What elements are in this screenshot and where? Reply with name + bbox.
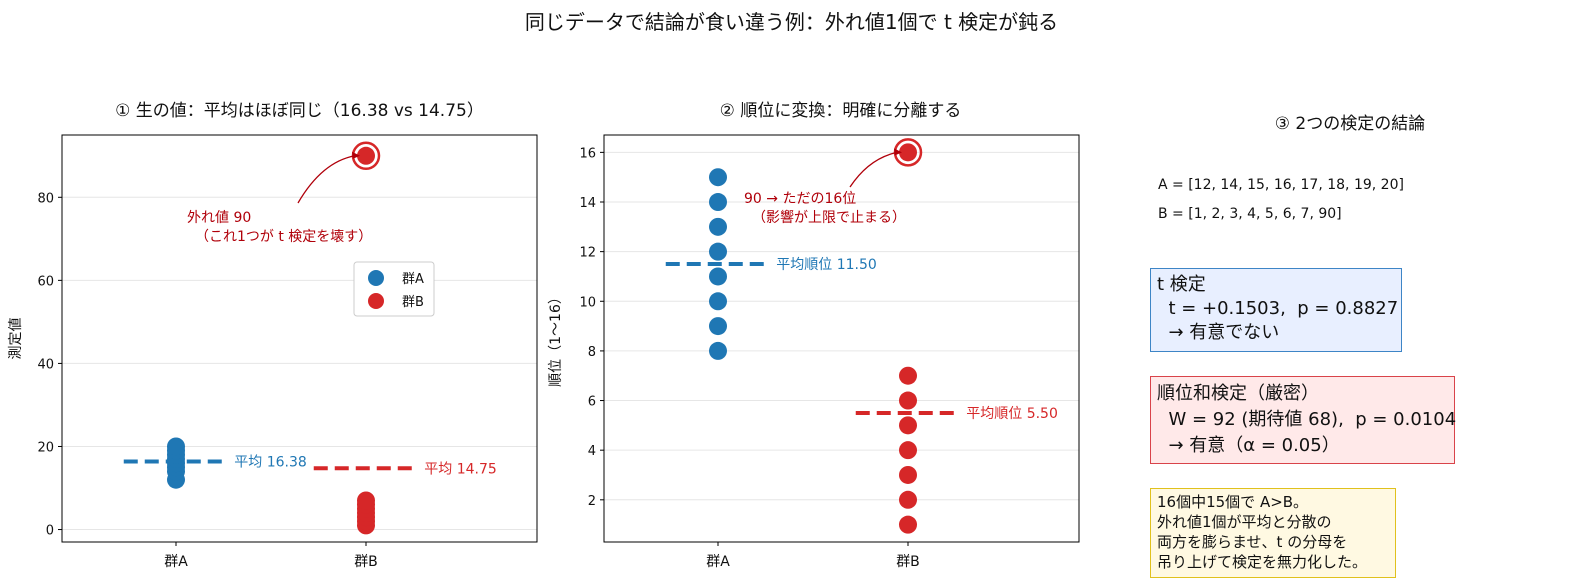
- annotation-text: 外れ値 90: [187, 210, 251, 226]
- annotation-text: 90 → ただの16位: [744, 191, 856, 207]
- y-tick-label: 80: [37, 191, 54, 206]
- y-tick-label: 40: [37, 357, 54, 372]
- y-axis-label: 順位（1〜16）: [548, 290, 564, 387]
- mean-label: 平均順位 5.50: [966, 406, 1058, 422]
- y-tick-label: 16: [579, 146, 596, 161]
- data-b-text: B = [1, 2, 3, 4, 5, 6, 7, 90]: [1158, 206, 1342, 222]
- mean-label: 平均 14.75: [424, 461, 497, 477]
- x-tick-label: 群A: [164, 554, 188, 570]
- chart-ranks: 2 4 6 8 10 12 14 16 群A 群B 順位（1〜16） 平均順位 11.50 平均順位 5…: [548, 134, 1080, 570]
- y-tick-label: 6: [588, 395, 596, 410]
- data-point: [357, 491, 375, 510]
- y-tick-label: 14: [579, 196, 596, 211]
- data-point: [709, 292, 727, 311]
- data-a-text: A = [12, 14, 15, 16, 17, 18, 19, 20]: [1158, 177, 1404, 193]
- t-test-result-box: t 検定 t = +0.1503, p = 0.8827 → 有意でない: [1150, 268, 1402, 352]
- x-tick-label: 群B: [354, 554, 378, 570]
- y-tick-label: 60: [37, 274, 54, 289]
- y-tick-label: 0: [46, 524, 54, 539]
- x-tick-label: 群A: [706, 554, 730, 570]
- y-axis-label: 測定値: [8, 318, 24, 360]
- data-point: [899, 143, 917, 162]
- data-point: [899, 416, 917, 435]
- data-point: [709, 242, 727, 261]
- plot-background: [62, 135, 537, 542]
- legend-marker: [368, 293, 384, 309]
- panel2-title: ② 順位に変換：明確に分離する: [719, 101, 962, 121]
- data-point: [709, 341, 727, 360]
- annotation-arrowhead: [894, 148, 902, 156]
- data-point: [899, 515, 917, 534]
- explanation-note-box: 16個中15個で A>B。 外れ値1個が平均と分散の 両方を膨らませ、t の分母…: [1150, 488, 1396, 578]
- annotation-arrowhead: [352, 151, 360, 159]
- mean-label: 平均順位 11.50: [776, 257, 877, 273]
- annotation-text: （これ1つが t 検定を壊す）: [195, 229, 372, 245]
- annotation-arrow: [297, 155, 356, 204]
- y-tick-label: 2: [588, 494, 596, 509]
- data-point: [709, 168, 727, 187]
- x-tick-label: 群B: [896, 554, 920, 570]
- data-point: [709, 217, 727, 236]
- plot-background: [604, 135, 1079, 542]
- panel3-title: ③ 2つの検定の結論: [1274, 114, 1426, 134]
- data-point: [899, 391, 917, 410]
- mean-label: 平均 16.38: [234, 455, 307, 471]
- y-tick-label: 8: [588, 345, 596, 360]
- data-point: [709, 193, 727, 212]
- y-tick-label: 12: [579, 246, 596, 261]
- data-point: [899, 366, 917, 385]
- plot-frame: [61, 134, 538, 543]
- legend-label: 群B: [402, 295, 424, 310]
- data-point: [357, 146, 375, 165]
- y-tick-label: 10: [579, 295, 596, 310]
- legend-label: 群A: [402, 272, 424, 287]
- data-point: [709, 317, 727, 336]
- data-point: [709, 267, 727, 286]
- figure-title: 同じデータで結論が食い違う例：外れ値1個で t 検定が鈍る: [524, 10, 1059, 34]
- y-tick-label: 4: [588, 444, 596, 459]
- panel1-title: ① 生の値：平均はほぼ同じ（16.38 vs 14.75）: [115, 101, 484, 121]
- annotation-arrow: [849, 151, 898, 188]
- annotation-text: （影響が上限で止まる）: [752, 209, 906, 226]
- plot-frame: [603, 134, 1080, 543]
- rank-test-result-box: 順位和検定（厳密） W = 92 (期待値 68), p = 0.0104 → …: [1150, 376, 1456, 464]
- y-tick-label: 20: [37, 440, 54, 455]
- data-point: [899, 465, 917, 484]
- data-point: [899, 441, 917, 460]
- legend-marker: [368, 270, 384, 286]
- data-point: [167, 437, 185, 456]
- data-point: [899, 490, 917, 509]
